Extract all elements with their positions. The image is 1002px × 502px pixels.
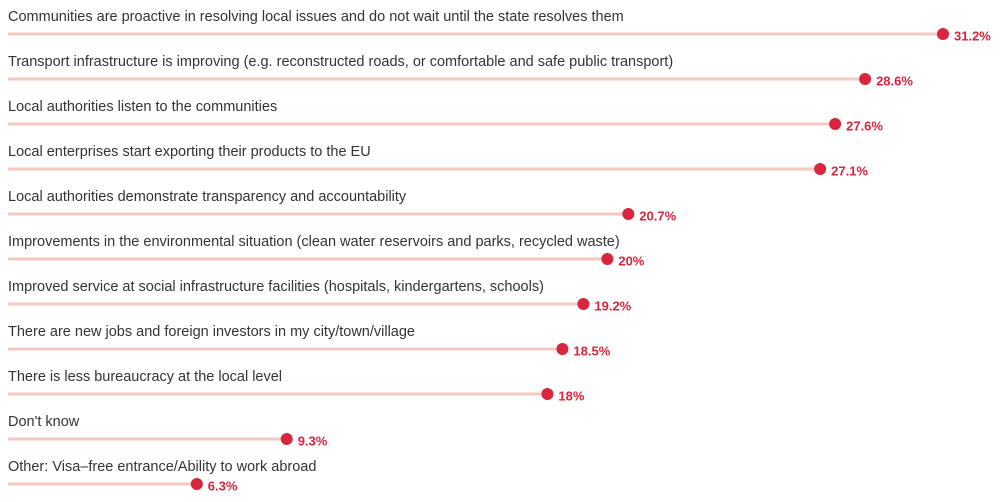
category-label: Don't know [8,414,80,430]
dot [937,28,949,40]
dot [601,253,614,265]
dot [859,73,872,85]
category-label: Communities are proactive in resolving l… [8,9,624,25]
value-label: 20.7% [639,208,676,223]
category-label: Other: Visa–free entrance/Ability to wor… [8,459,316,475]
value-label: 18% [558,388,584,403]
dot [622,208,635,220]
category-label: Transport infrastructure is improving (e… [8,54,673,70]
value-label: 9.3% [298,433,328,448]
category-label: Improvements in the environmental situat… [8,234,620,250]
value-label: 27.6% [846,118,883,133]
value-label: 27.1% [831,163,868,178]
dot [280,433,293,445]
category-label: There are new jobs and foreign investors… [8,324,415,340]
value-label: 31.2% [954,28,991,43]
dot [541,388,554,400]
value-label: 28.6% [876,73,913,88]
dot [814,163,827,175]
dot [556,343,569,355]
value-label: 6.3% [208,478,238,493]
category-label: Local authorities listen to the communit… [8,99,277,115]
category-label: Local authorities demonstrate transparen… [8,189,407,205]
dot [829,118,842,130]
value-label: 18.5% [573,343,610,358]
dot [190,478,203,490]
category-label: There is less bureaucracy at the local l… [8,369,282,385]
value-label: 20% [618,253,644,268]
category-label: Improved service at social infrastructur… [8,279,544,295]
dot [577,298,590,310]
category-label: Local enterprises start exporting their … [8,144,371,160]
value-label: 19.2% [594,298,631,313]
